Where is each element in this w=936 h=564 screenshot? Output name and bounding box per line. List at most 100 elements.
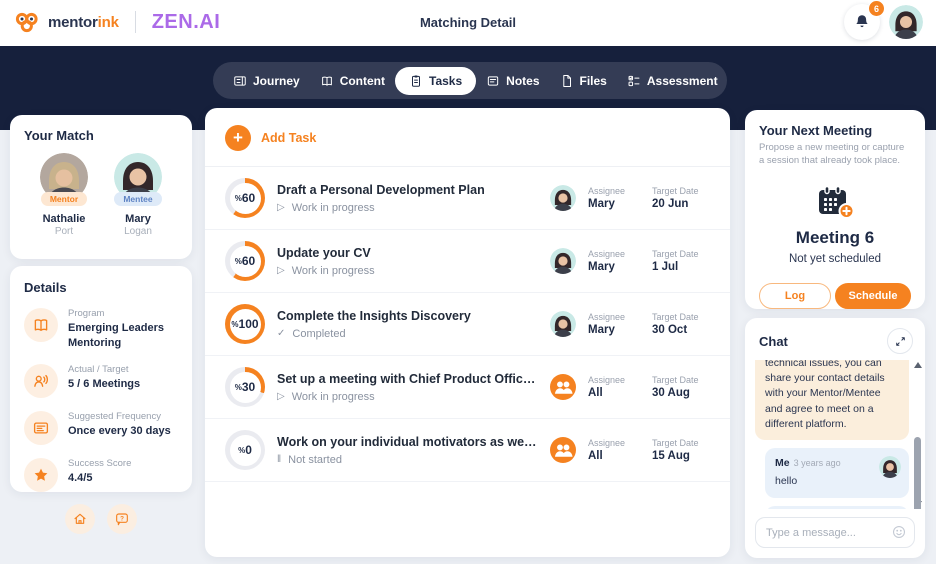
help-button[interactable]: ? [107,504,137,534]
task-row[interactable]: % 60 Draft a Personal Development Plan ▷ … [205,167,730,230]
mentor-first-name: Nathalie [42,213,86,225]
task-status: ▷ Work in progress [277,390,375,403]
target-date: 30 Oct [652,324,688,336]
assignee-name: Mary [588,198,615,210]
assignee-name: Mary [588,324,615,336]
chat-messages[interactable]: technical issues, you can share your con… [745,360,925,509]
tab-content[interactable]: Content [310,68,395,94]
svg-text:?: ? [120,516,124,523]
detail-success-score: Success Score 4.4/5 [24,457,178,492]
smiley-icon [893,526,905,538]
tab-journey[interactable]: Journey [223,68,310,94]
mentee-person[interactable]: Mentee Mary Logan [104,153,172,237]
page-title: Matching Detail [419,15,517,30]
notifications-button[interactable]: 6 [844,0,885,40]
chat-message: Me2 years ago hi [765,505,909,509]
target-date: 20 Jun [652,198,689,210]
meeting-description: Propose a new meeting or capture a sessi… [759,142,905,166]
home-icon [74,513,86,524]
progress-ring: % 0 [225,430,265,470]
task-row[interactable]: % 60 Update your CV ▷ Work in progress As… [205,230,730,293]
add-task-button[interactable]: + Add Task [205,108,730,166]
scrollbar-thumb[interactable] [914,437,921,509]
mentorink-logo-icon [15,12,38,33]
task-title: Draft a Personal Development Plan [277,182,485,197]
journey-icon [234,75,246,86]
clipboard-icon [412,74,421,87]
calendar-plus-icon [759,184,911,220]
home-button[interactable] [65,504,95,534]
log-button[interactable]: Log [759,282,831,309]
mentee-badge: Mentee [114,192,162,206]
brand-area[interactable]: mentorink ZEN.AI [14,9,220,35]
schedule-button[interactable]: Schedule [835,282,911,309]
chat-expand-button[interactable] [887,328,913,354]
chat-message: Me 3 years ago hello [765,448,909,498]
expand-icon [895,336,905,346]
brand-name: mentorink [48,13,119,31]
progress-ring: % 30 [225,367,265,407]
task-status: ▷ Work in progress [277,264,375,277]
message-avatar [879,456,901,479]
details-title: Details [24,280,67,295]
status-icon: ✓ [277,327,286,339]
task-status: ‖ Not started [277,453,342,466]
target-date: 15 Aug [652,450,690,462]
plus-icon: + [225,125,251,151]
chat-scrollbar[interactable] [913,362,922,509]
person-speaking-icon [24,363,58,398]
group-icon [554,381,573,394]
user-avatar[interactable] [889,5,923,39]
progress-ring: % 100 [225,304,265,344]
assignee-avatar [550,437,576,463]
tab-bar: Journey Content Tasks Notes Files Assess… [213,62,727,99]
tab-files[interactable]: Files [550,68,617,94]
notification-badge: 6 [868,0,885,17]
mentor-person[interactable]: Mentor Nathalie Port [30,153,98,237]
assignee-name: All [588,387,603,399]
detail-actual-target: Actual / Target 5 / 6 Meetings [24,363,178,398]
book-icon [24,308,58,342]
task-row[interactable]: % 0 Work on your individual motivators as… [205,419,730,482]
progress-ring: % 60 [225,178,265,218]
meeting-title: Your Next Meeting [759,123,873,138]
star-icon [24,457,58,492]
task-row[interactable]: % 100 Complete the Insights Discovery ✓ C… [205,293,730,356]
task-status: ✓ Completed [277,327,346,340]
assignee-avatar [550,311,576,337]
task-row[interactable]: % 30 Set up a meeting with Chief Product … [205,356,730,419]
task-title: Complete the Insights Discovery [277,308,471,323]
system-message: technical issues, you can share your con… [755,360,909,441]
task-title: Update your CV [277,245,371,260]
assignee-avatar [550,185,576,211]
chat-card: Chat technical issues, you can share you… [745,318,925,558]
emoji-button[interactable] [891,524,907,540]
assignee-name: Mary [588,261,615,273]
divider [205,166,730,167]
assignee-name: All [588,450,603,462]
chat-message-input[interactable] [755,517,915,548]
brand-divider [134,11,136,33]
checklist-icon [628,75,640,86]
status-icon: ‖ [277,453,282,465]
help-bubble-icon: ? [116,513,128,526]
product-name: ZEN.AI [151,10,221,33]
progress-ring: % 60 [225,241,265,281]
notes-icon [487,75,499,86]
meeting-status: Not yet scheduled [788,252,882,265]
your-match-card: Your Match Mentor Nathalie Port Mentee M… [10,115,192,259]
meeting-name: Meeting 6 [795,227,875,247]
tab-assessment[interactable]: Assessment [617,68,728,94]
task-title: Work on your individual motivators as we… [277,434,538,449]
tab-tasks[interactable]: Tasks [395,66,477,95]
assignee-avatar [550,248,576,274]
status-icon: ▷ [277,264,285,276]
mentee-last-name: Logan [124,226,152,237]
assignee-avatar [550,374,576,400]
scroll-up-arrow[interactable] [913,362,922,368]
book-icon [321,76,332,86]
tab-notes[interactable]: Notes [476,68,549,94]
mentor-last-name: Port [54,226,74,237]
details-card: Details Program Emerging Leaders Mentori… [10,266,192,492]
